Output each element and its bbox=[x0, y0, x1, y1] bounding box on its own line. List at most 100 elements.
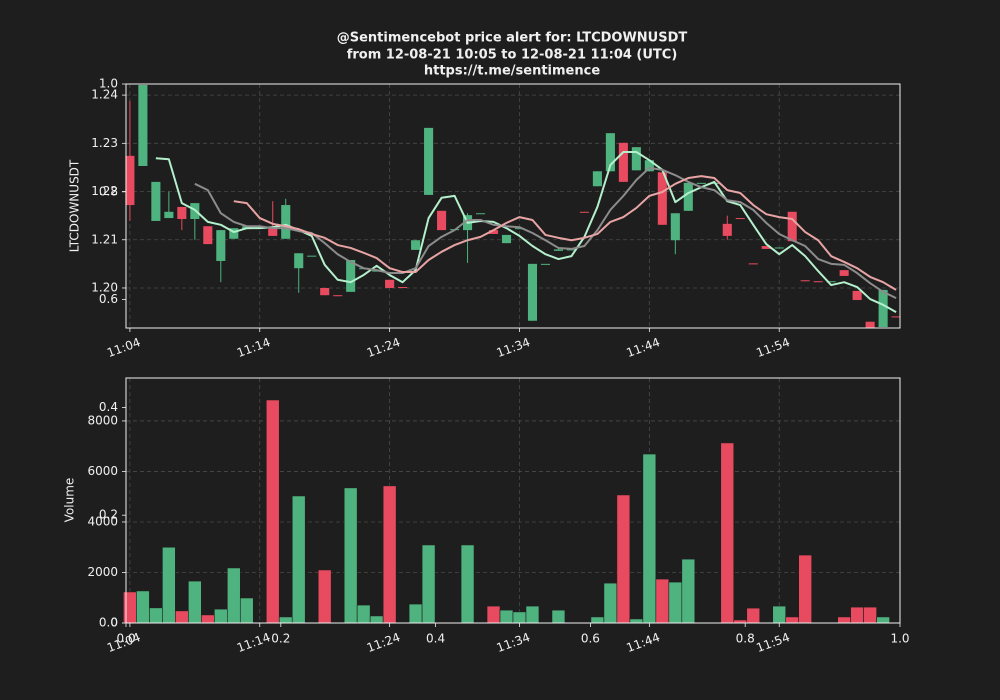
y-tick-label: 0.0 bbox=[99, 616, 118, 630]
y-tick-label: 1.21 bbox=[91, 232, 118, 246]
volume-bar bbox=[382, 485, 397, 624]
volume-bar bbox=[642, 453, 657, 624]
candle-body bbox=[385, 279, 395, 288]
volume-bar bbox=[863, 606, 877, 624]
volume-bar bbox=[175, 610, 189, 624]
y-tick-label: 1.20 bbox=[91, 280, 118, 294]
volume-bar bbox=[655, 578, 670, 624]
candle-body bbox=[475, 213, 486, 215]
candle-body bbox=[891, 316, 901, 318]
candle-body bbox=[826, 281, 836, 283]
volume-bar bbox=[525, 605, 540, 624]
volume-bar bbox=[214, 608, 228, 624]
candle-body bbox=[735, 218, 745, 220]
y-axis-label: Volume bbox=[63, 478, 77, 523]
volume-bar bbox=[356, 604, 371, 624]
candle-body bbox=[865, 321, 875, 328]
chart-url: https://t.me/sentimence bbox=[424, 64, 600, 79]
volume-bar bbox=[460, 544, 475, 624]
candle-body bbox=[774, 247, 784, 249]
volume-bar bbox=[720, 442, 735, 624]
volume-bar bbox=[226, 567, 241, 624]
volume-bar bbox=[486, 605, 501, 624]
candle-body bbox=[540, 263, 551, 265]
volume-bar bbox=[188, 580, 202, 624]
moving-average-line bbox=[233, 175, 897, 291]
candle-body bbox=[307, 255, 317, 257]
plot-frame bbox=[125, 377, 901, 624]
candle-body bbox=[281, 205, 291, 239]
y-tick-label: 0.4 bbox=[99, 400, 118, 414]
candle-body bbox=[670, 213, 680, 241]
candle-body bbox=[618, 142, 628, 182]
volume-bar bbox=[149, 607, 163, 624]
y-tick-label: 1.22 bbox=[91, 184, 118, 198]
x-tick-label: 0.4 bbox=[426, 632, 445, 646]
candle-body bbox=[346, 260, 356, 292]
candle-body bbox=[527, 263, 538, 321]
candle-body bbox=[631, 147, 641, 171]
volume-bar bbox=[850, 606, 864, 624]
candle-body bbox=[644, 160, 654, 172]
candle-body bbox=[761, 246, 771, 249]
candle-body bbox=[813, 281, 823, 283]
x-tick-label: 0.6 bbox=[581, 632, 600, 646]
volume-bar bbox=[772, 605, 787, 624]
candle-body bbox=[294, 253, 304, 269]
x-tick-label: 0.8 bbox=[736, 632, 755, 646]
candle-body bbox=[839, 270, 849, 276]
candle-body bbox=[411, 240, 421, 250]
y-tick-label: 1.0 bbox=[99, 77, 118, 91]
volume-bar bbox=[239, 597, 254, 624]
y-tick-label: 1.24 bbox=[91, 88, 118, 102]
candle-body bbox=[125, 155, 135, 206]
y-tick-label: 8000 bbox=[87, 413, 118, 427]
volume-bar bbox=[876, 616, 890, 624]
y-tick-label: 0.6 bbox=[99, 292, 118, 306]
candle-body bbox=[164, 211, 174, 219]
volume-bar bbox=[785, 616, 800, 624]
volume-bar bbox=[162, 546, 176, 624]
candle-body bbox=[748, 263, 758, 265]
candle-body bbox=[268, 228, 278, 236]
y-axis-label: LTCDOWNUSDT bbox=[68, 159, 82, 252]
candle-body bbox=[852, 290, 862, 301]
volume-bar bbox=[291, 495, 306, 624]
candle-body bbox=[320, 287, 330, 296]
candle-body bbox=[437, 210, 447, 231]
y-tick-label: 2000 bbox=[87, 565, 118, 579]
candle-body bbox=[333, 295, 343, 297]
candle-body bbox=[398, 287, 408, 289]
x-tick-label: 0.0 bbox=[116, 632, 135, 646]
volume-bar bbox=[136, 590, 150, 624]
volume-bar bbox=[603, 582, 618, 624]
candle-body bbox=[514, 228, 525, 230]
volume-bar bbox=[746, 607, 761, 624]
volume-bar bbox=[369, 615, 384, 624]
x-tick-label: 0.2 bbox=[271, 632, 290, 646]
volume-bar bbox=[421, 544, 436, 624]
candle-body bbox=[787, 211, 797, 242]
volume-bar bbox=[551, 609, 566, 624]
candle-body bbox=[138, 84, 148, 166]
candle-body bbox=[424, 127, 434, 195]
volume-bar bbox=[278, 616, 293, 624]
volume-bar bbox=[265, 399, 280, 624]
candle-body bbox=[501, 234, 512, 244]
chart-subtitle: from 12-08-21 10:05 to 12-08-21 11:04 (U… bbox=[347, 48, 678, 63]
volume-bar bbox=[408, 603, 423, 624]
volume-bar bbox=[201, 614, 215, 624]
candle-body bbox=[553, 249, 563, 251]
volume-bar bbox=[616, 494, 631, 624]
volume-bar bbox=[499, 609, 514, 624]
y-tick-label: 0.2 bbox=[99, 508, 118, 522]
volume-bar bbox=[123, 591, 137, 624]
x-tick-label: 1.0 bbox=[890, 632, 909, 646]
y-tick-label: 6000 bbox=[87, 464, 118, 478]
candle-body bbox=[683, 182, 693, 211]
candle-body bbox=[722, 223, 732, 236]
candle-body bbox=[229, 228, 239, 239]
volume-bar bbox=[668, 581, 683, 624]
chart-title: @Sentimencebot price alert for: LTCDOWNU… bbox=[337, 31, 688, 46]
